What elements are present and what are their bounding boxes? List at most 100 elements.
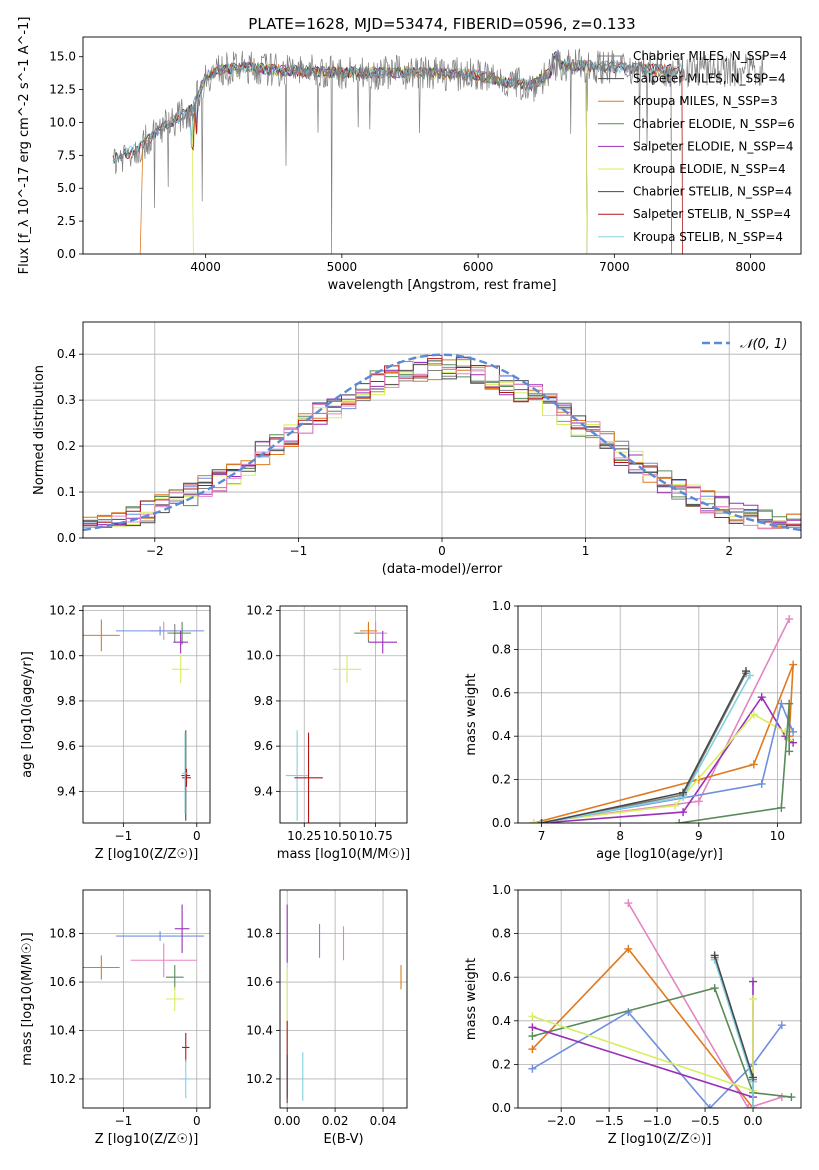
plus-marker — [537, 819, 546, 823]
spectrum-panel: 4000 5000 6000 7000 8000 0.0 2.5 5.0 7.5 10.0 12.5… — [17, 17, 802, 293]
error-point — [182, 1032, 190, 1062]
mass-weight-series — [537, 671, 754, 823]
model-spectrum-salpeter_stelib — [112, 51, 683, 254]
y-tick-label: 10.0 — [246, 649, 273, 663]
age_vs_mass-panel: 10.25 10.50 10.75 9.4 9.6 9.8 10.0 10.2 mass [lo… — [246, 604, 410, 862]
y-tick-label: 0.2 — [492, 1057, 511, 1071]
axes-frame — [517, 605, 802, 824]
x-axis-label: (data-model)/error — [382, 562, 503, 577]
y-tick-label: 0.3 — [57, 393, 76, 407]
y-axis-label: Normed distribution — [32, 365, 47, 495]
y-axis-label: mass weight — [464, 673, 479, 755]
residuals-ticks: −2 −1 0 1 2 0.0 0.1 0.2 0.3 0.4 — [57, 347, 733, 558]
legend-label: Chabrier MILES, N_SSP=4 — [633, 49, 787, 63]
legend-label: Chabrier STELIB, N_SSP=4 — [633, 185, 792, 199]
plus-marker — [777, 803, 786, 812]
mass-weight-series — [528, 977, 758, 1102]
y-tick-label: 2.5 — [57, 214, 76, 228]
residual-histogram-salpeter_stelib — [83, 358, 801, 529]
age_vs_mass-ticks: 10.25 10.50 10.75 9.4 9.6 9.8 10.0 10.2 — [246, 604, 393, 843]
legend-label: Salpeter ELODIE, N_SSP=4 — [633, 139, 794, 153]
mass-weight-series — [675, 699, 794, 823]
x-tick-label: −2 — [146, 544, 164, 558]
x-tick-label: 0 — [193, 829, 201, 843]
axes-frame — [279, 889, 408, 1109]
legend-label: Kroupa MILES, N_SSP=3 — [633, 94, 778, 108]
plus-marker — [777, 1021, 786, 1030]
y-tick-label: 10.4 — [246, 1023, 273, 1037]
y-tick-label: 10.2 — [246, 1072, 273, 1086]
plus-marker — [529, 819, 538, 823]
x-tick-label: 0.04 — [370, 1114, 397, 1128]
mass_vs_ebv-plot-area — [286, 904, 402, 1104]
y-tick-label: 1.0 — [492, 883, 511, 897]
x-tick-label: 8 — [616, 829, 624, 843]
age_vs_Z-plot-area — [83, 619, 205, 821]
axes-frame — [82, 889, 211, 1109]
y-axis-label: age [log10(age/yr)] — [20, 651, 35, 778]
mass-weight-series — [529, 615, 794, 823]
x-axis-label: mass [log10(M/M☉)] — [277, 847, 410, 862]
x-tick-label: −1 — [290, 544, 308, 558]
y-axis-label: Flux [f_λ 10^-17 erg cm^-2 s^-1 A^-1] — [17, 17, 32, 275]
series-line — [533, 713, 790, 823]
age_vs_mass-plot-area — [285, 621, 398, 823]
x-tick-label: 10.25 — [287, 829, 321, 843]
y-tick-label: 9.4 — [57, 784, 76, 798]
series-line — [679, 703, 790, 823]
y-tick-label: 0.0 — [492, 1101, 511, 1115]
y-tick-label: 0.0 — [492, 816, 511, 830]
y-tick-label: 5.0 — [57, 181, 76, 195]
y-tick-label: 7.5 — [57, 148, 76, 162]
plus-marker — [744, 1104, 753, 1108]
legend-label: 𝒩(0, 1) — [740, 337, 787, 352]
axes-frame — [82, 605, 211, 824]
plus-marker — [675, 819, 684, 823]
error-point — [116, 931, 205, 941]
x-tick-label: −1.5 — [595, 1114, 624, 1128]
error-point — [171, 655, 190, 683]
x-tick-label: −1 — [115, 829, 133, 843]
mass-weight-series — [710, 951, 758, 1082]
plus-marker — [757, 779, 766, 788]
error-point — [83, 619, 120, 652]
mass-weight-series — [537, 699, 798, 823]
plus-marker — [671, 801, 680, 810]
plus-marker — [694, 797, 703, 806]
y-tick-label: 10.0 — [49, 649, 76, 663]
series-line — [713, 959, 754, 1108]
x-tick-label: 0 — [438, 544, 446, 558]
y-tick-label: 10.6 — [49, 975, 76, 989]
spectrum-ticks: 4000 5000 6000 7000 8000 0.0 2.5 5.0 7.5 10.0 12.5… — [49, 50, 766, 274]
y-tick-label: 9.6 — [254, 739, 273, 753]
series-line — [541, 670, 747, 823]
series-line — [531, 1011, 783, 1108]
x-tick-label: −1.0 — [643, 1114, 672, 1128]
plus-marker — [749, 995, 758, 1003]
x-tick-label: 6000 — [463, 260, 494, 274]
y-tick-label: 10.4 — [49, 1023, 76, 1037]
plus-marker — [745, 671, 754, 680]
y-axis-label: mass [log10(M/M☉)] — [20, 932, 35, 1065]
model-spectrum-kroupa_stelib — [112, 52, 683, 165]
plus-marker — [624, 899, 633, 908]
error-point — [130, 943, 197, 978]
figure-title: PLATE=1628, MJD=53474, FIBERID=0596, z=0… — [248, 15, 635, 33]
plus-marker — [789, 660, 798, 669]
massweight_vs_Z-ticks: −2.0 −1.5 −1.0 −0.5 0.0 0.0 0.2 0.4 0.6 0.8 1.0 — [492, 883, 763, 1128]
residuals-legend: 𝒩(0, 1) — [702, 337, 787, 352]
x-tick-label: 5000 — [327, 260, 358, 274]
y-tick-label: 10.6 — [246, 975, 273, 989]
axes-frame — [82, 321, 802, 539]
error-point — [182, 768, 191, 787]
plus-marker — [749, 760, 758, 769]
y-tick-label: 10.2 — [246, 604, 273, 618]
y-tick-label: 15.0 — [49, 50, 76, 64]
plus-marker — [528, 1045, 537, 1054]
plus-marker — [749, 1104, 758, 1108]
y-tick-label: 0.8 — [492, 642, 511, 656]
plus-marker — [749, 710, 758, 719]
legend-label: Salpeter MILES, N_SSP=4 — [633, 72, 786, 86]
mass-weight-series — [528, 984, 796, 1102]
y-tick-label: 10.2 — [49, 1072, 76, 1086]
